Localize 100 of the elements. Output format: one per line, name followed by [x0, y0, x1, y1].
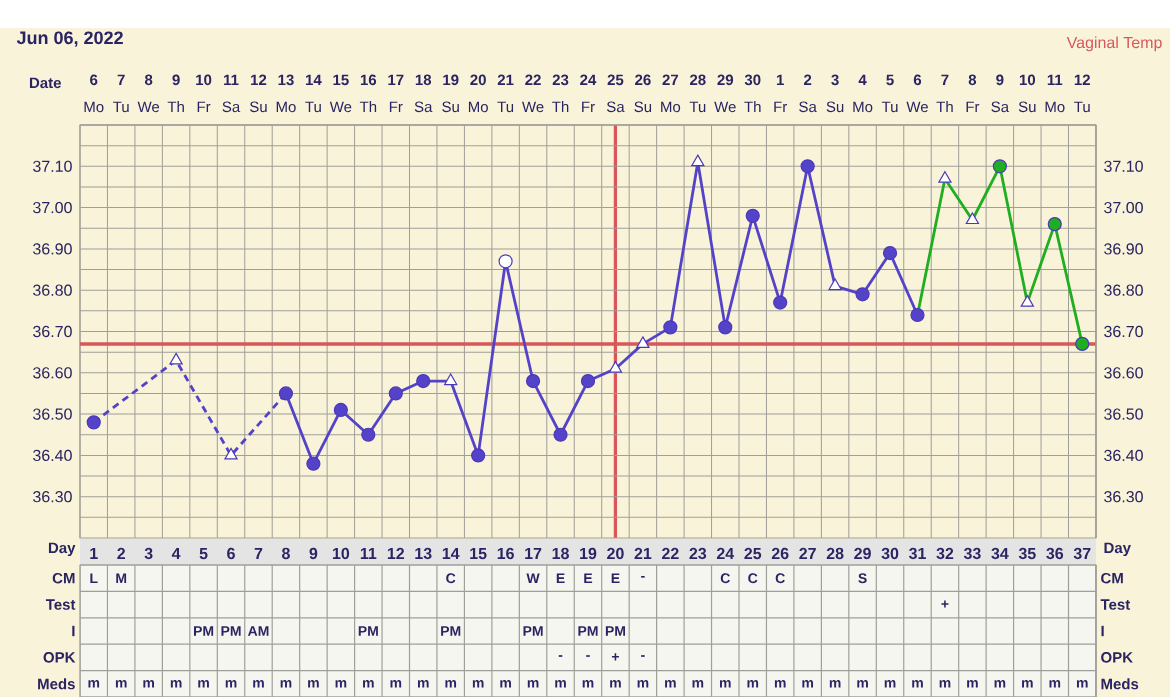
text: PM	[605, 626, 626, 636]
x2-tick-label: 6	[913, 74, 922, 86]
y-tick-label: CM	[1101, 572, 1123, 584]
x-tick-label: 15	[470, 547, 487, 560]
point	[828, 278, 842, 291]
x2-tick-label: 4	[858, 74, 867, 85]
text: PM	[194, 626, 214, 636]
point	[306, 456, 321, 471]
y-tick-label: Test	[1100, 599, 1131, 610]
x-tick-label: 17	[525, 547, 542, 559]
text: m	[253, 680, 264, 688]
x2-tick-label: 2	[803, 74, 812, 85]
point	[965, 212, 980, 225]
x-tick-label: 35	[1018, 547, 1036, 560]
x2-tick-label: 8	[144, 74, 153, 86]
point	[361, 427, 376, 442]
text: PM	[358, 626, 378, 636]
category-label: We	[714, 101, 736, 113]
text: m	[719, 680, 731, 688]
x-tick-label: 14	[442, 547, 460, 559]
text: m	[939, 680, 951, 688]
x-tick-label: 10	[332, 547, 350, 560]
text: m	[472, 680, 484, 688]
text: m	[170, 680, 182, 688]
text: m	[308, 680, 319, 688]
x-tick-label: 32	[936, 547, 954, 560]
x-tick-label: 20	[607, 547, 624, 560]
x-tick-label: 19	[580, 547, 597, 560]
x2-tick-label: 10	[196, 74, 212, 86]
x-tick-label: 16	[497, 547, 514, 560]
x-tick-label: 7	[254, 547, 263, 559]
text: S	[858, 573, 867, 584]
x2-tick-label: 9	[172, 74, 180, 86]
category-label: Mo	[661, 101, 681, 113]
point	[169, 352, 183, 365]
text: m	[445, 680, 457, 688]
y-tick-label: 36.90	[33, 243, 72, 255]
x-tick-label: 36	[1046, 547, 1064, 560]
text: -	[641, 575, 645, 578]
text: m	[527, 680, 539, 688]
x-tick-label: 24	[716, 547, 735, 559]
category-label: Mo	[853, 101, 873, 113]
text: m	[555, 680, 566, 688]
category-label: Fr	[774, 101, 788, 112]
x2-tick-label: 15	[333, 74, 349, 86]
point	[1075, 336, 1090, 351]
text: m	[143, 680, 155, 688]
text: -	[641, 655, 645, 657]
text: C	[720, 573, 730, 584]
x-tick-label: 29	[854, 547, 871, 560]
x2-tick-label: 12	[1074, 74, 1090, 85]
x-tick-label: 30	[881, 547, 899, 560]
y-tick-label: 36.30	[33, 491, 72, 503]
x2-tick-label: 21	[497, 74, 514, 85]
text: m	[829, 680, 841, 688]
text: -	[558, 655, 563, 657]
text: PM	[221, 626, 241, 636]
text: m	[1022, 680, 1033, 688]
text: m	[665, 680, 676, 688]
text: m	[500, 680, 511, 688]
text: m	[390, 680, 402, 688]
x2-tick-label: 8	[968, 74, 977, 86]
text: m	[692, 680, 704, 688]
x-tick-label: 9	[309, 547, 318, 560]
x-tick-label: 21	[634, 547, 652, 559]
text: W	[526, 573, 540, 584]
x2-tick-label: 6	[90, 74, 98, 86]
text: L	[90, 573, 98, 584]
text: PM	[523, 626, 543, 636]
category-label: We	[906, 101, 928, 113]
point	[388, 386, 403, 401]
x2-tick-label: 1	[776, 74, 784, 85]
category-label: Sa	[606, 101, 625, 113]
x2-tick-label: 3	[831, 74, 839, 86]
text: PM	[578, 626, 598, 636]
point	[471, 448, 486, 463]
text: m	[1076, 680, 1088, 688]
text: M	[116, 573, 127, 584]
x-tick-label: 2	[117, 547, 125, 559]
text: m	[912, 680, 923, 688]
text: m	[417, 680, 429, 688]
text: m	[637, 680, 649, 688]
x-tick-label: 34	[991, 547, 1009, 560]
text: m	[363, 680, 374, 688]
point	[691, 154, 705, 167]
x2-tick-label: 29	[717, 74, 734, 86]
y-tick-label: 36.80	[33, 284, 72, 296]
x2-tick-label: 17	[388, 74, 404, 85]
x-tick-label: 31	[908, 547, 926, 560]
category-label: Mo	[1045, 101, 1065, 113]
x2-tick-label: 10	[1019, 74, 1036, 86]
category-label: Sa	[414, 101, 433, 113]
y-tick-label: OPK	[1101, 652, 1133, 663]
x2-tick-label: 20	[470, 74, 486, 86]
point	[855, 287, 870, 302]
y-tick-label: 36.60	[33, 367, 72, 379]
x-tick-label: 4	[171, 547, 181, 559]
x2-tick-label: 14	[306, 74, 322, 85]
x-tick-label: 25	[744, 547, 762, 560]
x2-tick-label: 7	[117, 74, 125, 85]
